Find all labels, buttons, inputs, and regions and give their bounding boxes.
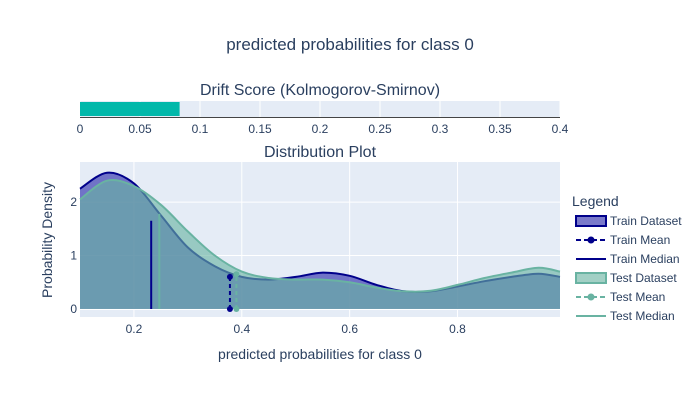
y-axis-label: Probability Density	[39, 182, 55, 298]
drift-x-tick-label: 0.25	[368, 122, 392, 136]
legend-label-test-median: Test Median	[610, 309, 675, 323]
legend-label-train-median: Train Median	[610, 252, 680, 266]
y-tick-label: 1	[70, 249, 77, 263]
drift-score-bar	[80, 102, 180, 116]
x-tick-label: 0.2	[126, 322, 143, 336]
legend: Legend Train Dataset Train Mean Train Medi…	[572, 193, 682, 323]
legend-label-train-dataset: Train Dataset	[610, 214, 682, 228]
drift-x-tick-label: 0.15	[248, 122, 272, 136]
distribution-plot: 0 1 2 0.2 0.4 0.6 0.8	[70, 162, 561, 336]
drift-x-tick-label: 0.1	[192, 122, 209, 136]
drift-x-tick-label: 0.2	[312, 122, 329, 136]
legend-label-train-mean: Train Mean	[610, 233, 670, 247]
legend-swatch-test-dataset	[575, 272, 607, 284]
test-mean-marker	[233, 271, 240, 278]
y-tick-label: 0	[70, 302, 77, 316]
test-density-line	[79, 179, 561, 293]
legend-label-test-dataset: Test Dataset	[610, 271, 677, 285]
drift-x-tick-label: 0.4	[552, 122, 569, 136]
legend-marker-test-mean	[587, 293, 595, 301]
drift-score-title: Drift Score (Kolmogorov-Smirnov)	[200, 82, 440, 99]
train-mean-marker	[226, 273, 233, 280]
drift-x-tick-label: 0	[77, 122, 84, 136]
legend-marker-train-mean	[587, 236, 595, 244]
drift-x-tick-label: 0.35	[488, 122, 512, 136]
x-tick-label: 0.6	[341, 322, 358, 336]
legend-swatch-train-dataset	[575, 215, 607, 227]
drift-x-tick-label: 0.05	[128, 122, 152, 136]
distribution-title: Distribution Plot	[264, 144, 377, 161]
drift-x-tick-label: 0.3	[432, 122, 449, 136]
drift-score-plot: 0 0.05 0.1 0.15 0.2 0.25 0.3 0.35 0.4	[77, 101, 569, 136]
test-mean-marker	[233, 305, 240, 312]
train-mean-marker	[226, 305, 233, 312]
test-density-area	[80, 180, 560, 309]
x-tick-label: 0.4	[233, 322, 250, 336]
legend-title: Legend	[572, 193, 619, 209]
main-title: predicted probabilities for class 0	[226, 35, 474, 54]
x-tick-label: 0.8	[449, 322, 466, 336]
y-tick-label: 2	[70, 195, 77, 209]
legend-label-test-mean: Test Mean	[610, 290, 665, 304]
x-axis-label: predicted probabilities for class 0	[218, 346, 422, 362]
